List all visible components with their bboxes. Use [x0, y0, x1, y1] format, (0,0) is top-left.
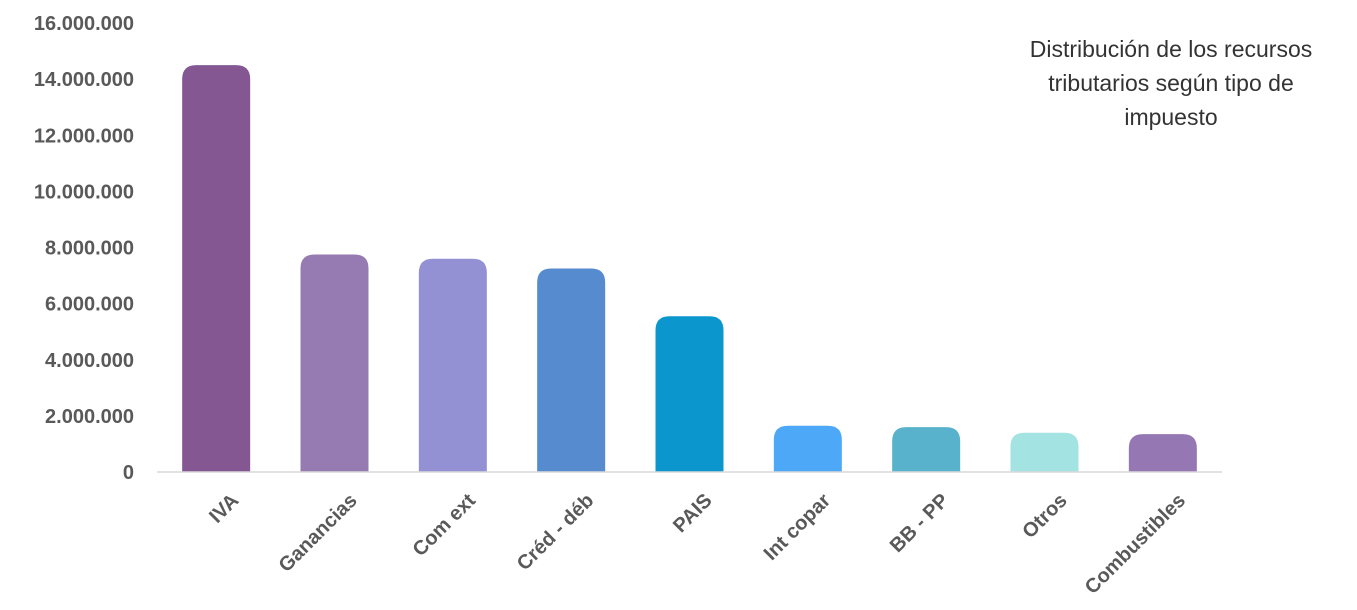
y-tick-label: 12.000.000 [34, 125, 134, 147]
bar-combustibles [1128, 434, 1197, 472]
bar-int-copar [773, 425, 842, 472]
bar-pais [655, 316, 724, 472]
x-tick-label: PAIS [669, 490, 717, 538]
x-tick-label: Créd - déb [513, 490, 598, 575]
y-tick-label: 16.000.000 [34, 13, 134, 35]
y-tick-label: 8.000.000 [45, 238, 134, 260]
x-tick-label: Ganancias [275, 490, 362, 577]
y-axis: 0 2.000.000 4.000.000 6.000.000 8.000.000 10.… [34, 13, 134, 484]
bar-créd-déb [537, 268, 606, 472]
x-axis: IVA Ganancias Com ext Créd - déb PAIS Int cop… [205, 489, 1190, 598]
y-tick-label: 14.000.000 [34, 69, 134, 91]
x-tick-label: BB - PP [886, 490, 953, 557]
x-tick-label: Com ext [409, 489, 481, 561]
y-tick-label: 2.000.000 [45, 406, 134, 428]
x-tick-label: Combustibles [1081, 490, 1190, 599]
y-tick-label: 6.000.000 [45, 294, 134, 316]
bar-iva [182, 65, 251, 472]
bar-series [182, 65, 1197, 472]
bar-otros [1010, 432, 1079, 472]
x-tick-label: Int copar [760, 489, 835, 564]
y-tick-label: 4.000.000 [45, 350, 134, 372]
x-tick-label: Otros [1018, 490, 1071, 543]
bar-bb-pp [892, 427, 961, 472]
y-tick-label: 10.000.000 [34, 181, 134, 203]
chart-title: Distribución de los recursos tributarios… [1029, 36, 1313, 130]
bar-com-ext [418, 258, 487, 472]
bar-ganancias [300, 254, 369, 472]
y-tick-label: 0 [123, 462, 134, 484]
x-tick-label: IVA [205, 490, 243, 528]
